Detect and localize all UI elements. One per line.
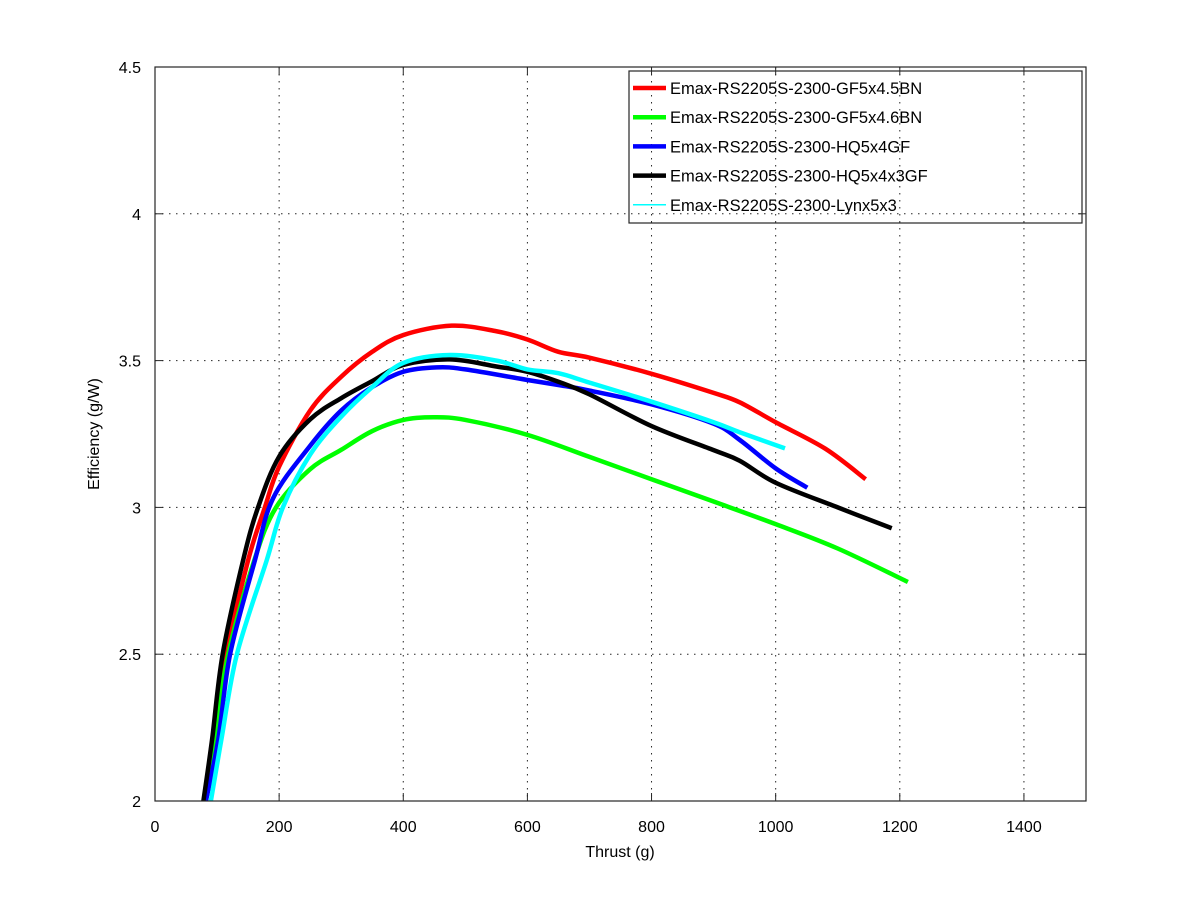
- series-line-1: [202, 323, 868, 801]
- y-tick-label: 2: [132, 794, 141, 811]
- x-axis-label: Thrust (g): [585, 844, 654, 861]
- x-tick-label: 0: [151, 819, 160, 836]
- x-tick-label: 800: [638, 819, 665, 836]
- legend: Emax-RS2205S-2300-GF5x4.5BN Emax-RS2205S-…: [628, 70, 1083, 224]
- x-tick-labels: 0 200 400 600 800 1000 1200 1400: [151, 819, 1042, 836]
- axis-ticks: [154, 66, 1086, 802]
- legend-item: Emax-RS2205S-2300-HQ5x4x3GF: [633, 168, 928, 186]
- grid-lines: [155, 67, 1086, 801]
- x-tick-label: 600: [514, 819, 541, 836]
- plot-area-background: [155, 67, 1086, 801]
- x-tick-label: 400: [390, 819, 417, 836]
- legend-label: Emax-RS2205S-2300-GF5x4.6BN: [670, 109, 922, 127]
- legend-box: [628, 70, 1083, 224]
- y-tick-label: 3: [132, 500, 141, 517]
- x-tick-label: 1400: [1006, 819, 1042, 836]
- series-lines: [201, 323, 909, 801]
- legend-label: Emax-RS2205S-2300-HQ5x4GF: [670, 138, 910, 156]
- y-tick-label: 2.5: [119, 647, 141, 664]
- legend-item: Emax-RS2205S-2300-HQ5x4GF: [633, 138, 910, 156]
- y-tick-labels: 2 2.5 3 3.5 4 4.5: [119, 60, 141, 811]
- y-tick-label: 4: [132, 207, 141, 224]
- y-tick-label: 4.5: [119, 60, 141, 77]
- legend-label: Emax-RS2205S-2300-HQ5x4x3GF: [670, 168, 928, 186]
- y-axis-label: Efficiency (g/W): [86, 378, 103, 490]
- series-line-4: [201, 357, 893, 801]
- y-tick-label: 3.5: [119, 354, 141, 371]
- legend-label: Emax-RS2205S-2300-GF5x4.5BN: [670, 80, 922, 98]
- legend-label: Emax-RS2205S-2300-Lynx5x3: [670, 197, 897, 215]
- x-tick-label: 200: [266, 819, 293, 836]
- legend-item: Emax-RS2205S-2300-GF5x4.6BN: [633, 109, 922, 127]
- legend-item: Emax-RS2205S-2300-GF5x4.5BN: [633, 80, 922, 98]
- plot-frame: [154, 66, 1087, 802]
- series-line-5: [208, 352, 786, 801]
- legend-item: Emax-RS2205S-2300-Lynx5x3: [633, 197, 897, 215]
- x-tick-label: 1200: [882, 819, 918, 836]
- x-tick-label: 1000: [758, 819, 794, 836]
